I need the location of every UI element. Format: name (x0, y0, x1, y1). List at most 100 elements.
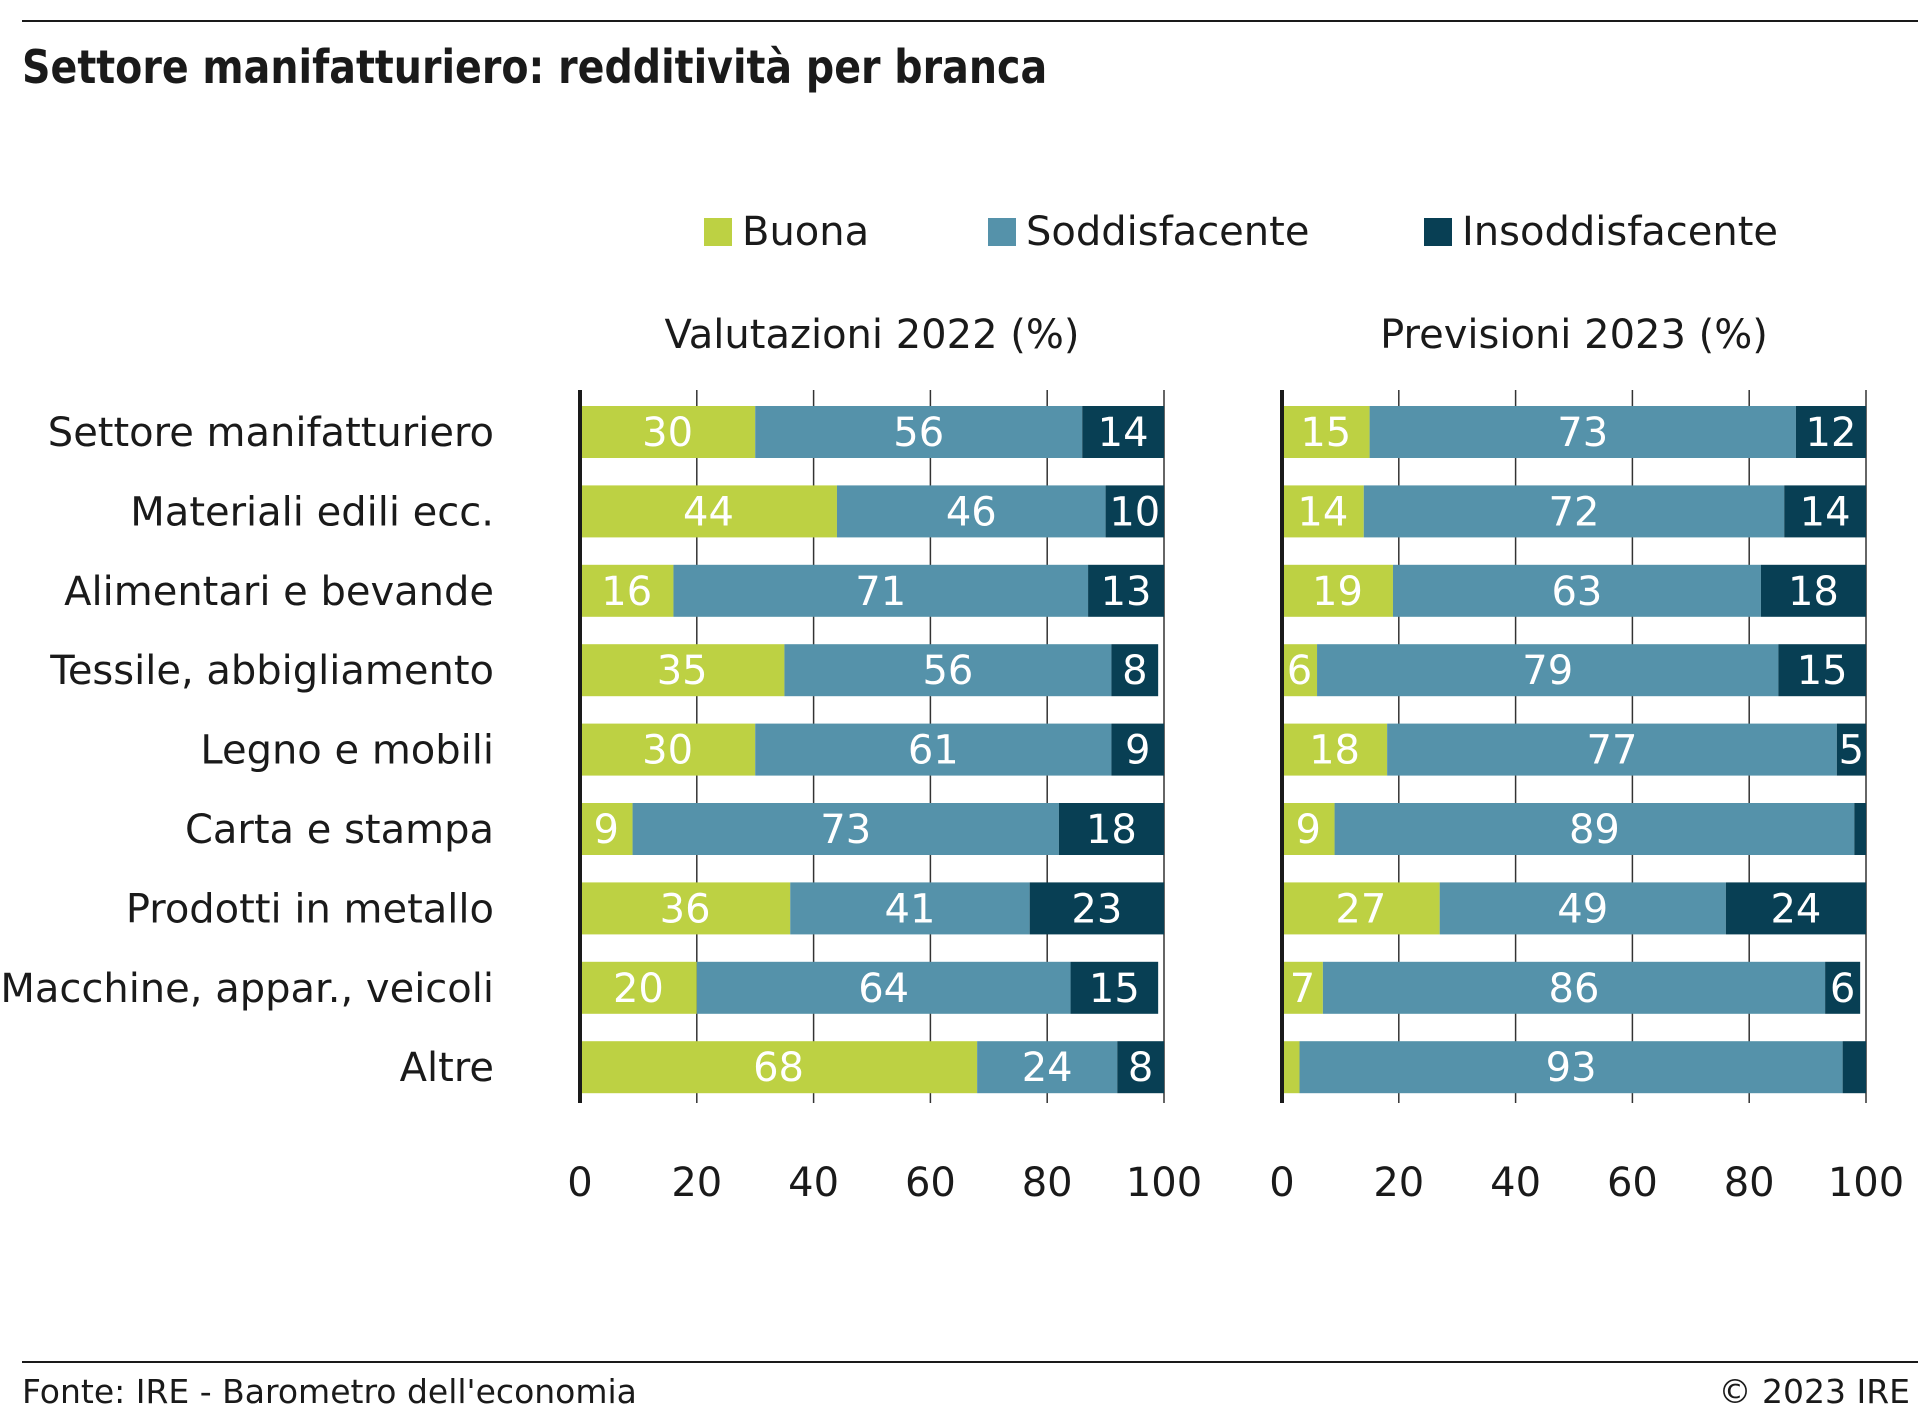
panel2-bar-buona (1282, 882, 1440, 935)
category-label: Macchine, appar., veicoli (0, 966, 494, 1012)
panel1-data-label: 46 (946, 489, 997, 535)
panel1-data-label: 10 (1109, 489, 1160, 535)
panel1-bar-buona (580, 803, 633, 855)
panel2-tick-label: 20 (1373, 1160, 1424, 1206)
legend-label-soddisfacente: Soddisfacente (1026, 209, 1310, 255)
panel1-bar-insoddisfacente (1029, 882, 1164, 935)
panel2-bar-buona (1282, 961, 1323, 1014)
panel1-bar-insoddisfacente (1111, 723, 1164, 776)
panel1-tick-label: 20 (671, 1160, 722, 1206)
panel1-data-label: 13 (1101, 569, 1152, 615)
panel1-bar-soddisfacente (696, 961, 1071, 1014)
panel1-bar-insoddisfacente (1105, 485, 1164, 538)
panel2-bar-buona (1282, 564, 1393, 617)
panel1-bar-soddisfacente (755, 406, 1083, 458)
panel1-data-label: 73 (820, 807, 871, 853)
panel1-data-label: 16 (601, 569, 652, 615)
panel1-bar-insoddisfacente (1117, 1041, 1164, 1094)
panel1-bar-soddisfacente (790, 882, 1030, 935)
panel1-data-label: 9 (594, 807, 619, 853)
panel2-tick-label: 0 (1269, 1160, 1294, 1206)
panel2-data-label: 72 (1549, 489, 1600, 535)
panel1-data-label: 20 (613, 966, 664, 1012)
category-label: Tessile, abbigliamento (49, 648, 494, 694)
panel1-data-label: 41 (885, 886, 936, 932)
source-note: Fonte: IRE - Barometro dell'economia (22, 1372, 637, 1411)
panel1-data-label: 68 (753, 1045, 804, 1091)
panel2-bar-buona (1282, 723, 1388, 776)
panel1-data-label: 8 (1128, 1045, 1153, 1091)
category-label: Settore manifatturiero (48, 410, 494, 456)
panel2-tick-label: 80 (1724, 1160, 1775, 1206)
panel1-data-label: 23 (1071, 886, 1122, 932)
panel2-data-label: 63 (1551, 569, 1602, 615)
panel2-data-label: 18 (1309, 728, 1360, 774)
panel2-data-label: 15 (1797, 648, 1848, 694)
category-label: Legno e mobili (200, 728, 494, 774)
panel1-data-label: 14 (1098, 410, 1149, 456)
panel1-data-label: 18 (1086, 807, 1137, 853)
panel2-bar-soddisfacente (1392, 564, 1761, 617)
panel2-bar-soddisfacente (1363, 485, 1785, 538)
category-label: Prodotti in metallo (126, 886, 494, 932)
panel2-bar-insoddisfacente (1825, 961, 1861, 1014)
legend-swatch-soddisfacente (988, 218, 1016, 246)
panel1-data-label: 35 (657, 648, 708, 694)
panel2-tick-label: 60 (1607, 1160, 1658, 1206)
panel2-data-label: 18 (1788, 569, 1839, 615)
category-label: Alimentari e bevande (64, 569, 494, 615)
panel1-bar-soddisfacente (755, 723, 1112, 776)
panel1-bar-buona (580, 882, 791, 935)
panel2-data-label: 24 (1770, 886, 1821, 932)
panel1-data-label: 56 (922, 648, 973, 694)
panel1-bar-soddisfacente (632, 803, 1059, 855)
panel1-bar-buona (580, 644, 785, 697)
panel2-bar-soddisfacente (1334, 803, 1855, 855)
panel2-data-label: 7 (1290, 966, 1315, 1012)
category-label: Altre (400, 1045, 494, 1091)
panel2-data-label: 93 (1546, 1045, 1597, 1091)
panel1-data-label: 30 (642, 410, 693, 456)
panel1-data-label: 44 (683, 489, 734, 535)
panel1-bar-buona (580, 406, 756, 458)
panel2-bar-buona (1282, 406, 1370, 458)
panel1-tick-label: 60 (905, 1160, 956, 1206)
legend-swatch-insoddisfacente (1424, 218, 1452, 246)
panel2-data-label: 9 (1296, 807, 1321, 853)
panel1-data-label: 24 (1022, 1045, 1073, 1091)
panel2-bar-insoddisfacente (1725, 882, 1866, 935)
panel2-data-label: 12 (1806, 410, 1857, 456)
panel1-data-label: 71 (855, 569, 906, 615)
panel1-bar-buona (580, 961, 697, 1014)
panel1-tick-label: 0 (567, 1160, 592, 1206)
panel2-bar-buona (1282, 803, 1335, 855)
panel2-bar-insoddisfacente (1854, 803, 1866, 855)
panel2-data-label: 5 (1839, 728, 1864, 774)
panel2-title: Previsioni 2023 (%) (1380, 312, 1768, 358)
panel1-bar-buona (580, 723, 756, 776)
panel1-data-label: 8 (1122, 648, 1147, 694)
panel2-data-label: 27 (1335, 886, 1386, 932)
chart-title: Settore manifatturiero: redditività per … (22, 40, 1048, 94)
panel1-tick-label: 40 (788, 1160, 839, 1206)
bottom-rule (22, 1361, 1918, 1363)
panel1-data-label: 56 (893, 410, 944, 456)
panel1-tick-label: 80 (1022, 1160, 1073, 1206)
panel2-data-label: 73 (1557, 410, 1608, 456)
panel2-data-label: 89 (1569, 807, 1620, 853)
category-label: Carta e stampa (185, 807, 494, 853)
panel2-data-label: 15 (1300, 410, 1351, 456)
panel2-bar-insoddisfacente (1778, 644, 1866, 697)
panel1-data-label: 36 (660, 886, 711, 932)
panel2-tick-label: 40 (1490, 1160, 1541, 1206)
panel1-bar-soddisfacente (836, 485, 1106, 538)
panel2-data-label: 14 (1297, 489, 1348, 535)
panel2-bar-soddisfacente (1369, 406, 1796, 458)
panel2-bar-soddisfacente (1322, 961, 1826, 1014)
panel2-data-label: 14 (1800, 489, 1851, 535)
legend-swatch-buona (704, 218, 732, 246)
panel2-bar-soddisfacente (1439, 882, 1726, 935)
panel1-bar-soddisfacente (977, 1041, 1118, 1094)
panel2-bar-buona (1282, 485, 1364, 538)
panel1-data-label: 61 (908, 728, 959, 774)
